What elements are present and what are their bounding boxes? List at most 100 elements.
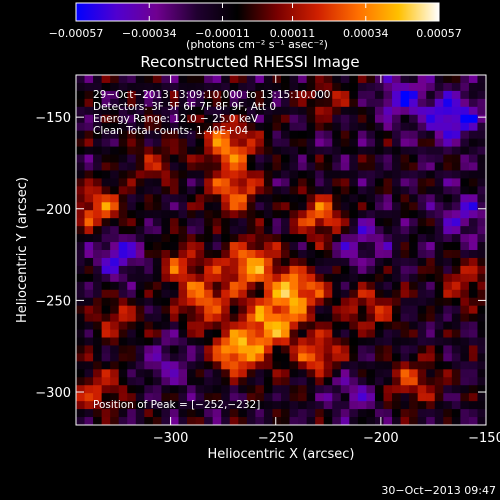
heatmap-cell (212, 385, 222, 394)
heatmap-cell (357, 162, 367, 171)
heatmap-cell (101, 305, 111, 315)
heatmap-cell (263, 154, 273, 163)
heatmap-cell (221, 250, 231, 259)
heatmap-cell (93, 289, 103, 299)
heatmap-cell (238, 257, 248, 267)
heatmap-cell (468, 154, 478, 163)
heatmap-cell (229, 321, 239, 330)
heatmap-cell (221, 75, 231, 84)
heatmap-cell (110, 265, 120, 275)
heatmap-cell (195, 98, 205, 108)
heatmap-cell (383, 218, 393, 227)
heatmap-cell (101, 257, 111, 267)
heatmap-cell (187, 393, 196, 402)
heatmap-cell (392, 210, 401, 219)
heatmap-cell (221, 257, 231, 267)
heatmap-cell (212, 138, 222, 147)
heatmap-cell (135, 106, 145, 116)
heatmap-cell (409, 178, 419, 187)
heatmap-cell (169, 170, 179, 179)
heatmap-cell (272, 289, 282, 299)
heatmap-cell (187, 242, 196, 251)
heatmap-cell (426, 234, 436, 243)
heatmap-cell (400, 273, 410, 283)
heatmap-cell (76, 162, 85, 171)
heatmap-cell (477, 273, 486, 283)
colorbar-tick-label: −0.00011 (195, 27, 250, 40)
heatmap-cell (76, 178, 85, 187)
heatmap-cell (340, 146, 350, 155)
heatmap-cell (272, 273, 282, 283)
heatmap-cell (263, 417, 273, 425)
heatmap-cell (118, 369, 128, 378)
heatmap-cell (357, 90, 367, 100)
heatmap-cell (204, 393, 214, 402)
heatmap-cell (127, 194, 137, 203)
heatmap-cell (434, 90, 444, 100)
heatmap-cell (187, 138, 196, 147)
heatmap-cell (76, 242, 85, 251)
heatmap-cell (434, 393, 444, 402)
heatmap-cell (392, 313, 401, 322)
heatmap-cell (426, 361, 436, 370)
heatmap-cell (400, 313, 410, 322)
heatmap-cell (272, 130, 282, 140)
heatmap-cell (212, 170, 222, 179)
heatmap-cell (323, 194, 333, 203)
heatmap-cell (298, 82, 308, 92)
annotation-time: 29−Oct−2013 13:09:10.000 to 13:15:10.000 (93, 89, 330, 101)
heatmap-cell (426, 377, 436, 386)
heatmap-cell (477, 257, 486, 267)
heatmap-cell (238, 210, 248, 219)
heatmap-cell (101, 146, 111, 155)
heatmap-cell (306, 257, 316, 267)
heatmap-cell (144, 393, 154, 402)
heatmap-cell (169, 194, 179, 203)
heatmap-cell (93, 265, 103, 275)
heatmap-cell (246, 417, 256, 425)
heatmap-cell (263, 289, 273, 299)
heatmap-cell (332, 114, 342, 124)
heatmap-cell (306, 409, 316, 418)
heatmap-cell (366, 281, 376, 291)
heatmap-cell (212, 114, 222, 124)
heatmap-cell (84, 321, 94, 330)
heatmap-cell (144, 242, 154, 251)
heatmap-cell (195, 265, 205, 275)
heatmap-cell (255, 337, 265, 346)
heatmap-cell (187, 226, 196, 235)
heatmap-cell (409, 353, 419, 362)
heatmap-cell (357, 257, 367, 267)
heatmap-cell (400, 305, 410, 315)
heatmap-cell (451, 186, 461, 195)
heatmap-cell (135, 218, 145, 227)
heatmap-cell (263, 242, 273, 251)
heatmap-cell (272, 393, 282, 402)
heatmap-cell (357, 353, 367, 362)
heatmap-cell (272, 369, 282, 378)
heatmap-cell (400, 289, 410, 299)
heatmap-cell (272, 202, 282, 211)
heatmap-cell (281, 313, 290, 322)
heatmap-cell (477, 369, 486, 378)
heatmap-cell (434, 82, 444, 92)
heatmap-cell (323, 138, 333, 147)
heatmap-cell (101, 178, 111, 187)
heatmap-cell (349, 297, 359, 307)
heatmap-cell (76, 226, 85, 235)
heatmap-cell (229, 98, 239, 108)
heatmap-cell (366, 210, 376, 219)
heatmap-cell (400, 250, 410, 259)
heatmap-cell (93, 361, 103, 370)
heatmap-cell (306, 250, 316, 259)
heatmap-cell (246, 242, 256, 251)
heatmap-cell (315, 82, 325, 92)
heatmap-cell (255, 194, 265, 203)
heatmap-cell (366, 257, 376, 267)
heatmap-cell (460, 234, 470, 243)
heatmap-cell (229, 178, 239, 187)
heatmap-cell (289, 90, 299, 100)
heatmap-cell (460, 353, 470, 362)
heatmap-cell (238, 361, 248, 370)
heatmap-cell (263, 250, 273, 259)
